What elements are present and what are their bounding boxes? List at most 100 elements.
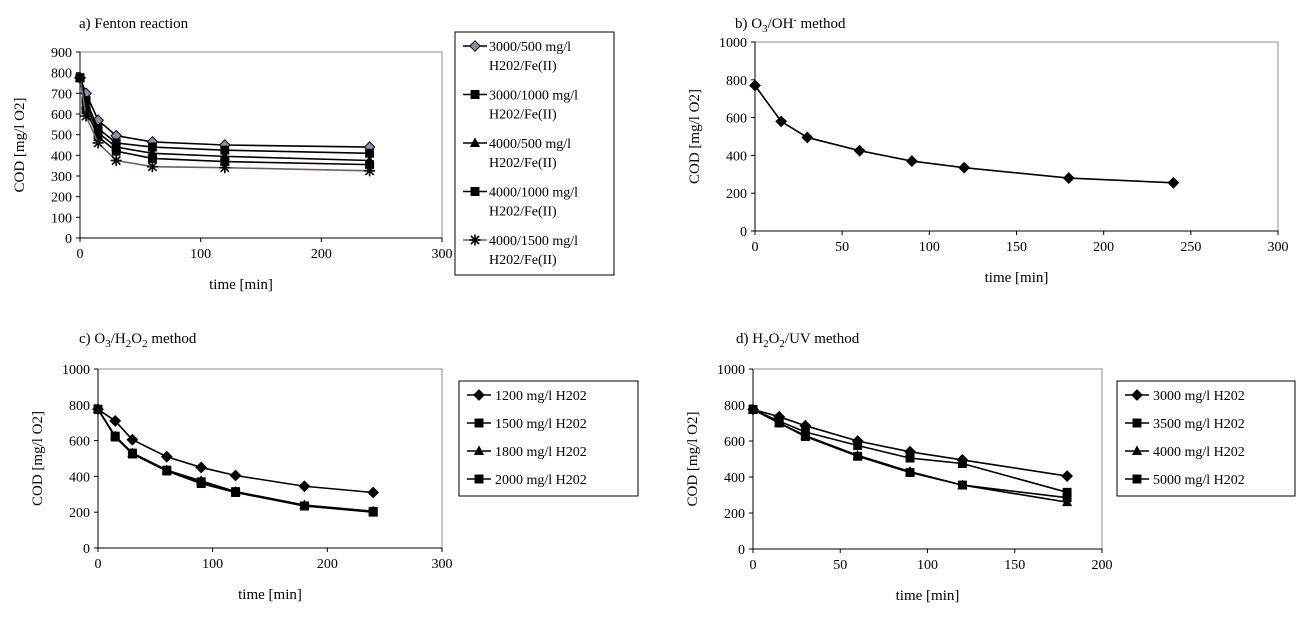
title-part: b) O xyxy=(735,16,762,32)
data-point xyxy=(146,161,158,173)
legend: 3000/500 mg/l H202/Fe(II) 3000/1000 mg/l H2… xyxy=(454,31,615,276)
data-point xyxy=(775,115,788,128)
legend-label: 2000 mg/l H202 xyxy=(495,473,587,488)
y-axis-label: COD [mg/l O2] xyxy=(685,412,701,507)
y-tick-label: 600 xyxy=(726,112,747,127)
data-point xyxy=(1167,176,1180,189)
data-point xyxy=(127,449,137,459)
y-tick-label: 400 xyxy=(726,149,747,164)
data-point xyxy=(905,155,918,167)
y-tick-label: 200 xyxy=(724,507,745,522)
y-tick-label: 200 xyxy=(69,506,90,521)
series-4 xyxy=(748,405,1072,503)
x-tick-label: 0 xyxy=(750,558,757,573)
plot-area-border xyxy=(754,41,1279,232)
legend-label: 1500 mg/l H202 xyxy=(495,417,587,432)
x-axis-label: time [min] xyxy=(896,588,960,604)
legend-label: 1800 mg/l H202 xyxy=(495,445,587,460)
title-part: d) H xyxy=(736,331,763,347)
title-part: method xyxy=(797,16,846,32)
x-tick-label: 150 xyxy=(1006,240,1027,255)
x-axis-label: time [min] xyxy=(209,277,273,293)
legend-item: 4000/500 mg/l H202/Fe(II) xyxy=(463,137,571,171)
x-tick-label: 0 xyxy=(752,240,759,255)
title-part: 3 xyxy=(105,338,111,350)
legend-box xyxy=(458,380,639,497)
x-tick-label: 250 xyxy=(1180,240,1201,255)
title-part: O xyxy=(769,331,780,347)
series-4 xyxy=(93,404,378,517)
data-point xyxy=(160,450,173,463)
title-part: - xyxy=(793,15,796,26)
legend-marker xyxy=(469,234,481,246)
legend: 1200 mg/l H202 1500 mg/l H202 1800 mg/l H2… xyxy=(458,380,639,497)
y-tick-label: 1000 xyxy=(719,36,747,51)
legend-item: 5000 mg/l H202 xyxy=(1125,473,1245,488)
series-line xyxy=(79,77,370,148)
y-tick-label: 600 xyxy=(724,435,745,450)
chart-title: b) O3/OH- method xyxy=(735,15,846,35)
legend: 3000 mg/l H202 3500 mg/l H202 4000 mg/l H2… xyxy=(1116,380,1296,497)
data-point xyxy=(957,480,967,490)
title-part: /OH xyxy=(768,16,794,32)
series-5 xyxy=(74,72,376,177)
legend-marker xyxy=(470,187,480,196)
legend-label: 4000/500 mg/l xyxy=(489,137,571,152)
legend-marker xyxy=(469,40,481,52)
data-point xyxy=(364,165,376,177)
x-tick-label: 0 xyxy=(77,247,84,262)
data-point xyxy=(196,479,206,489)
y-tick-label: 700 xyxy=(51,87,72,102)
data-point xyxy=(229,469,242,482)
x-tick-label: 200 xyxy=(1092,558,1113,573)
data-point xyxy=(110,432,120,442)
legend-item: 4000/1500 mg/l H202/Fe(II) xyxy=(463,234,578,268)
title-part: 2 xyxy=(763,338,769,350)
title-part: c) O xyxy=(79,331,105,347)
legend-label: H202/Fe(II) xyxy=(489,156,557,171)
x-tick-label: 50 xyxy=(833,558,847,573)
legend-label: H202/Fe(II) xyxy=(489,253,557,268)
title-part: method xyxy=(148,331,197,347)
x-tick-label: 200 xyxy=(317,557,338,572)
data-point xyxy=(748,405,758,414)
data-point xyxy=(905,468,915,477)
data-point xyxy=(774,418,784,428)
legend-marker xyxy=(1131,389,1143,401)
plot-area-border xyxy=(97,368,443,549)
y-tick-label: 500 xyxy=(51,129,72,144)
data-point xyxy=(368,507,378,517)
y-tick-label: 0 xyxy=(738,543,745,558)
y-tick-label: 300 xyxy=(51,170,72,185)
x-tick-label: 100 xyxy=(190,247,211,262)
legend-label: H202/Fe(II) xyxy=(489,205,557,220)
x-tick-label: 200 xyxy=(1093,240,1114,255)
legend-label: 3000 mg/l H202 xyxy=(1153,389,1245,404)
y-tick-label: 600 xyxy=(51,108,72,123)
legend-item: 1500 mg/l H202 xyxy=(467,417,587,432)
legend-item: 3000/500 mg/l H202/Fe(II) xyxy=(463,40,571,74)
x-tick-label: 50 xyxy=(835,240,849,255)
series-3 xyxy=(92,403,379,516)
data-point xyxy=(957,459,967,468)
legend-label: 4000/1500 mg/l xyxy=(489,234,578,249)
legend-marker xyxy=(474,474,484,484)
y-tick-label: 1000 xyxy=(717,363,745,378)
x-tick-label: 0 xyxy=(95,557,102,572)
legend-label: H202/Fe(II) xyxy=(489,108,557,123)
data-point xyxy=(231,488,241,497)
chart-panel-a: a) Fenton reaction 0 100 200 300 400 500 600 700… xyxy=(12,16,615,293)
title-part: 2 xyxy=(779,338,785,350)
data-point xyxy=(853,144,866,157)
series-1 xyxy=(749,79,1180,189)
data-point xyxy=(195,461,208,474)
data-point xyxy=(853,451,863,461)
legend-label: 3500 mg/l H202 xyxy=(1153,417,1245,432)
x-tick-label: 100 xyxy=(202,557,223,572)
data-point xyxy=(853,441,863,450)
title-part: /H xyxy=(111,331,126,347)
legend-item: 3500 mg/l H202 xyxy=(1125,417,1245,432)
y-tick-label: 0 xyxy=(65,232,72,247)
